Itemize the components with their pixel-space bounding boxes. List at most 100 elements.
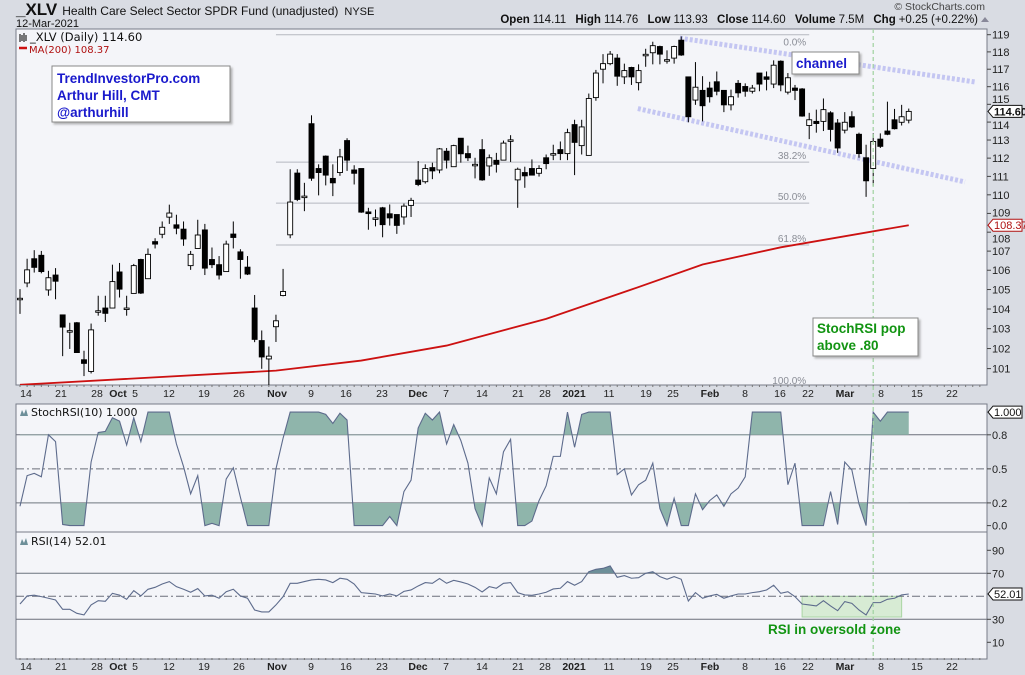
date-tick-label: Oct bbox=[109, 661, 127, 673]
axis-tick-label: 106 bbox=[992, 265, 1010, 277]
candle bbox=[799, 88, 806, 117]
candle bbox=[109, 264, 116, 309]
candle-body-up bbox=[422, 168, 429, 183]
candle bbox=[95, 295, 102, 316]
date-tick-label: 8 bbox=[742, 388, 748, 400]
candle bbox=[578, 119, 585, 155]
candle bbox=[351, 165, 358, 185]
candle-body-down bbox=[493, 159, 500, 165]
candle bbox=[450, 144, 457, 168]
candle-body-down bbox=[173, 224, 180, 229]
indicator-fill bbox=[20, 502, 909, 526]
candle bbox=[621, 63, 628, 85]
candle bbox=[742, 83, 749, 97]
candle bbox=[692, 62, 699, 105]
candle-body-up bbox=[24, 269, 31, 284]
axis-tick-label: 112 bbox=[992, 153, 1010, 165]
candle bbox=[386, 204, 393, 226]
candle-body-down bbox=[656, 46, 663, 55]
fib-label: 61.8% bbox=[778, 234, 806, 245]
candle-body-down bbox=[152, 241, 159, 245]
candle bbox=[308, 115, 315, 181]
date-tick-label: Nov bbox=[267, 661, 287, 673]
indicator-line bbox=[19, 410, 909, 528]
candle bbox=[337, 148, 343, 176]
candle bbox=[770, 60, 777, 89]
candle-body-down bbox=[308, 123, 315, 179]
candle-body-down bbox=[393, 214, 400, 226]
axis-tick-label: 110 bbox=[992, 190, 1010, 202]
candle-body-up bbox=[123, 307, 130, 310]
candle-body-down bbox=[137, 259, 144, 294]
fib-label: 50.0% bbox=[778, 192, 806, 203]
rsi-note: RSI in oversold zone bbox=[768, 622, 901, 637]
candle-body-up bbox=[600, 63, 606, 70]
date-tick-label: 8 bbox=[878, 388, 884, 400]
candle-body-up bbox=[898, 116, 905, 123]
candle-body-down bbox=[216, 264, 223, 276]
rsi-panel bbox=[15, 531, 988, 660]
date-tick-label: 26 bbox=[233, 661, 245, 673]
value-flag bbox=[987, 587, 1023, 601]
candle-body-down bbox=[52, 274, 59, 282]
candle bbox=[784, 73, 791, 95]
indicator-fill bbox=[20, 412, 909, 436]
low-value: 113.93 bbox=[674, 14, 708, 26]
last-price-flag: 114.60 bbox=[987, 104, 1025, 118]
candle-body-down bbox=[521, 172, 528, 177]
candle-body-down bbox=[102, 307, 109, 314]
author-site: TrendInvestorPro.com bbox=[57, 71, 200, 86]
price-layer: 0.0% 38.2% 50.0% 61.8% 100.0% bbox=[17, 34, 976, 385]
date-tick-label: 9 bbox=[308, 661, 314, 673]
chg-label: Chg bbox=[873, 14, 895, 26]
candle bbox=[656, 45, 663, 65]
candle-body-down bbox=[358, 168, 365, 213]
candle bbox=[287, 169, 294, 239]
candle bbox=[173, 214, 180, 235]
date-tick-label: 14 bbox=[20, 661, 32, 673]
candle-body-down bbox=[699, 89, 706, 107]
candle-body-down bbox=[38, 254, 45, 273]
candle bbox=[322, 155, 329, 186]
candle bbox=[145, 248, 151, 280]
candle-body-down bbox=[678, 39, 685, 56]
candle bbox=[464, 145, 471, 162]
date-tick-label: 8 bbox=[878, 661, 884, 673]
candle bbox=[592, 69, 599, 101]
date-tick-label: 22 bbox=[802, 661, 814, 673]
value-flag bbox=[987, 218, 1023, 232]
candle bbox=[649, 41, 656, 65]
date-tick-label: 23 bbox=[376, 388, 388, 400]
stockcharts-logo[interactable]: © StockCharts.com bbox=[894, 1, 985, 13]
channel-label: channel bbox=[796, 56, 847, 71]
date-tick-label: 15 bbox=[911, 388, 923, 400]
stochrsi-note-line1: StochRSI pop bbox=[817, 321, 906, 336]
candle bbox=[123, 295, 130, 316]
candle-body-up bbox=[749, 87, 756, 92]
candle bbox=[671, 45, 678, 64]
candle-body-up bbox=[578, 126, 585, 147]
candle bbox=[230, 221, 237, 249]
candle-body-up bbox=[287, 201, 294, 236]
candle bbox=[664, 50, 670, 64]
candle-body-up bbox=[635, 70, 642, 84]
candle-body-up bbox=[408, 199, 414, 206]
candle bbox=[223, 240, 230, 273]
candle-body-down bbox=[756, 72, 763, 85]
date-tick-label: 22 bbox=[946, 661, 958, 673]
candle-body-down bbox=[464, 153, 471, 159]
candle-body-up bbox=[905, 110, 912, 121]
axis-tick-label: 117 bbox=[992, 64, 1010, 76]
candle-body-down bbox=[379, 207, 386, 226]
fib-label: 0.0% bbox=[783, 38, 806, 49]
open-label: Open bbox=[500, 14, 529, 26]
candle-body-up bbox=[400, 205, 407, 218]
candle bbox=[372, 209, 379, 227]
candle bbox=[24, 258, 31, 288]
candle-body-down bbox=[628, 67, 635, 78]
candle-body-down bbox=[543, 157, 550, 165]
candle-body-down bbox=[237, 251, 244, 260]
ohlc-readout: Open 114.11 High 114.76 Low 113.93 Close 114… bbox=[500, 14, 978, 26]
candle-body-up bbox=[145, 253, 151, 280]
candle bbox=[443, 147, 450, 169]
